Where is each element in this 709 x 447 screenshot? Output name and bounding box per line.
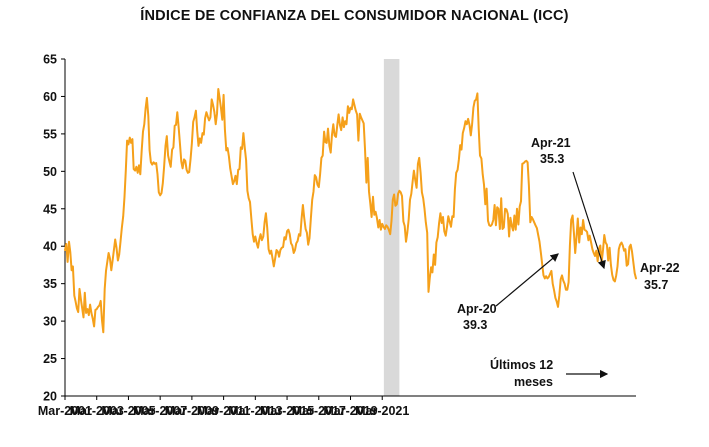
annotation-apr-20-value: 39.3 <box>463 318 487 332</box>
y-tick-label: 20 <box>43 390 57 404</box>
y-tick-label: 65 <box>43 53 57 67</box>
x-axis-ticks: Mar-2001Mar-2003Mar-2005Mar-2007Mar-2009… <box>38 396 409 418</box>
annotation-apr-21-date: Apr-21 <box>531 136 571 150</box>
x-tick-label: Mar-2003 <box>70 404 124 418</box>
y-axis-ticks: 20 25 30 35 40 45 50 55 60 65 <box>43 53 65 404</box>
x-tick-label: Mar-2017 <box>292 404 346 418</box>
annotation-arrow-apr-21 <box>572 171 606 270</box>
x-tick-label: Mar-2007 <box>133 404 187 418</box>
annotation-apr-22-date: Apr-22 <box>640 261 680 275</box>
y-tick-label: 35 <box>43 277 57 291</box>
x-tick-label: Mar-2005 <box>101 404 155 418</box>
y-tick-label: 40 <box>43 240 57 254</box>
y-tick-label: 30 <box>43 315 57 329</box>
x-tick-label: Mar-2001 <box>38 404 92 418</box>
x-tick-label: Mar-2009 <box>165 404 219 418</box>
annotation-last-12-months: Últimos 12 meses <box>490 357 553 389</box>
x-tick-label: Mar-2015 <box>260 404 314 418</box>
annotation-arrow-apr-20 <box>495 253 559 307</box>
chart-title: ÍNDICE DE CONFIANZA DEL CONSUMIDOR NACIO… <box>140 8 569 24</box>
series-line-icc <box>64 88 637 334</box>
y-tick-label: 55 <box>43 127 57 141</box>
annotation-apr-22-value: 35.7 <box>644 278 668 292</box>
y-tick-label: 45 <box>43 202 57 216</box>
x-tick-label: Mar-2011 <box>197 404 251 418</box>
annotation-apr-21-value: 35.3 <box>540 152 564 166</box>
annotation-apr-20-date: Apr-20 <box>457 302 497 316</box>
y-tick-label: 60 <box>43 90 57 104</box>
y-tick-label: 25 <box>43 352 57 366</box>
x-tick-label: Mar-2021 <box>355 404 409 418</box>
x-tick-label: Mar-2019 <box>323 404 377 418</box>
x-tick-label: Mar-2013 <box>228 404 282 418</box>
y-tick-label: 50 <box>43 165 57 179</box>
